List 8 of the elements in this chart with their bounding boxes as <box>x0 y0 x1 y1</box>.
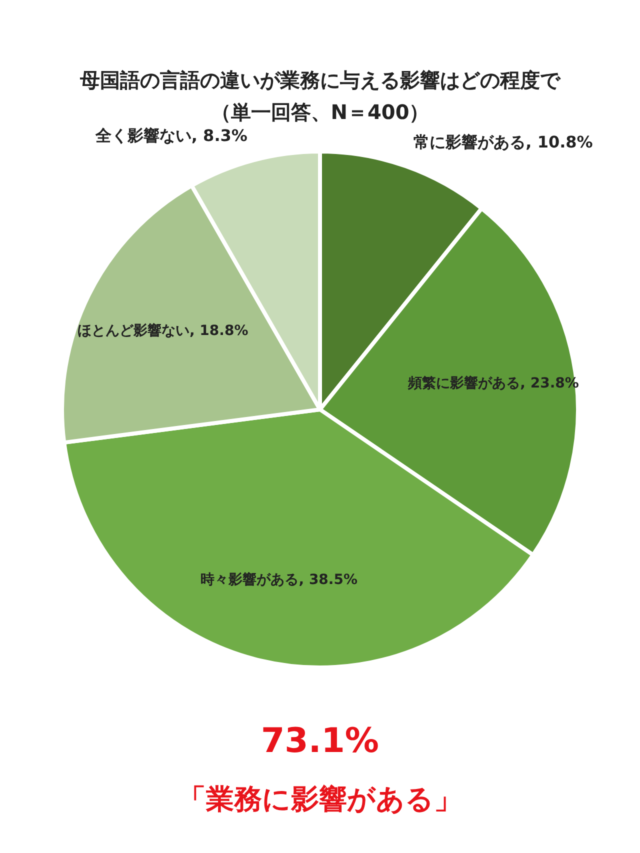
slice-label: 常に影響がある, 10.8% <box>414 132 593 152</box>
slice-label: ほとんど影響ない, 18.8% <box>77 322 248 340</box>
slice-label: 全く影響ない, 8.3% <box>94 126 248 146</box>
chart-subtitle: （単一回答、N＝400） <box>210 100 430 124</box>
text: 「業務に影響がある」 <box>178 782 462 816</box>
text: 73.1% <box>261 720 379 761</box>
chart-title: 母国語の言語の違いが業務に与える影響はどの程度で <box>79 68 561 92</box>
slice-label: 時々影響がある, 38.5% <box>200 570 358 588</box>
